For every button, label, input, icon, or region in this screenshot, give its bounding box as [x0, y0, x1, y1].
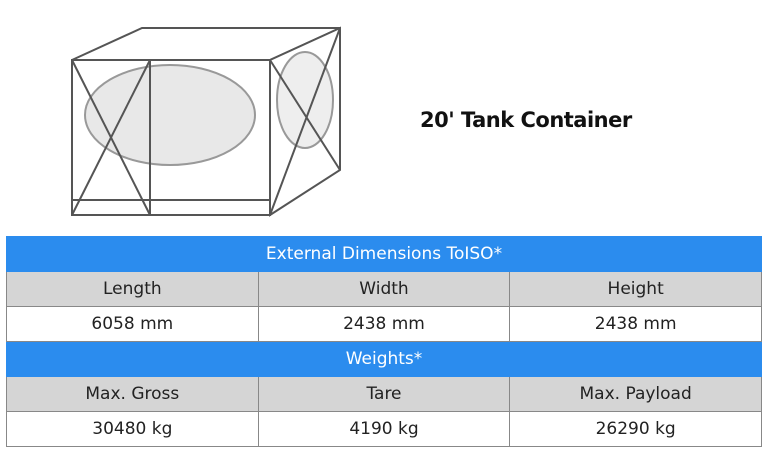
page-title: 20' Tank Container — [420, 108, 632, 132]
specs-table: External Dimensions ToISO* Length Width … — [6, 236, 762, 447]
tank-container-image — [71, 26, 341, 217]
max-payload-value: 26290 kg — [509, 411, 762, 447]
length-value: 6058 mm — [6, 306, 259, 342]
col-height: Height — [509, 271, 762, 307]
height-value: 2438 mm — [509, 306, 762, 342]
max-gross-value: 30480 kg — [6, 411, 259, 447]
weights-header: Weights* — [6, 341, 762, 377]
dimensions-header: External Dimensions ToISO* — [6, 236, 762, 272]
col-max-payload: Max. Payload — [509, 376, 762, 412]
col-max-gross: Max. Gross — [6, 376, 259, 412]
col-width: Width — [257, 271, 511, 307]
col-length: Length — [6, 271, 259, 307]
tare-value: 4190 kg — [257, 411, 511, 447]
width-value: 2438 mm — [257, 306, 511, 342]
col-tare: Tare — [257, 376, 511, 412]
